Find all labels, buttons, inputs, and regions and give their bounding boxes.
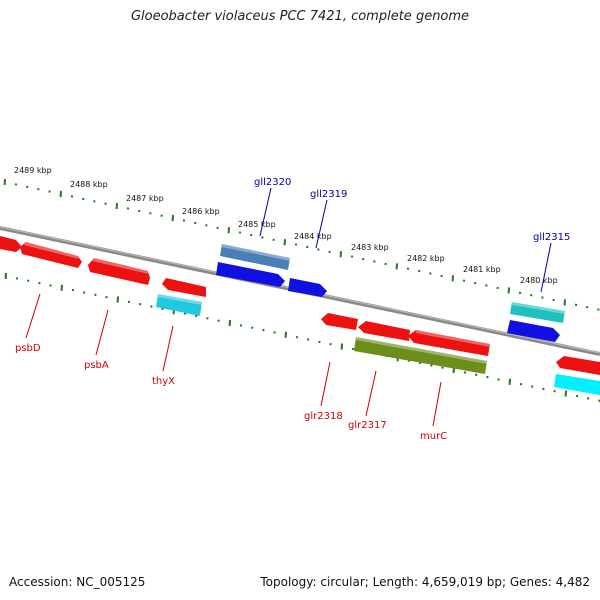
pointer-murC — [432, 381, 442, 427]
kbp-label-2482: 2482 kbp — [407, 254, 445, 263]
gene-label-gll2320: gll2320 — [254, 177, 291, 188]
pointer-psbA — [95, 309, 109, 356]
gene-red-4[interactable] — [162, 278, 206, 297]
pointer-thyX — [162, 325, 174, 372]
topology-summary: Topology: circular; Length: 4,659,019 bp… — [260, 575, 590, 589]
pointer-glr2317 — [365, 370, 377, 417]
gene-blue-2[interactable] — [507, 320, 560, 342]
gene-murC[interactable] — [408, 330, 490, 356]
outer-tick-track — [3, 178, 600, 311]
pointer-gll2320 — [259, 187, 272, 237]
gene-label-glr2318: glr2318 — [304, 411, 343, 422]
pointer-gll2319 — [315, 199, 328, 249]
map-title: Gloeobacter violaceus PCC 7421, complete… — [130, 9, 470, 24]
gene-label-psbA: psbA — [84, 360, 109, 371]
accession-text: Accession: NC_005125 — [9, 575, 146, 589]
kbp-label-2487: 2487 kbp — [126, 194, 164, 203]
pointer-gll2315 — [540, 242, 552, 293]
gene-red-1[interactable] — [0, 236, 22, 252]
gene-red-5[interactable] — [358, 321, 410, 341]
gene-red-6[interactable] — [556, 356, 600, 375]
kbp-label-2484: 2484 kbp — [294, 232, 332, 241]
gene-label-glr2317: glr2317 — [348, 420, 387, 431]
gene-gll2320[interactable] — [220, 244, 290, 270]
gene-glr2318[interactable] — [321, 313, 358, 330]
gene-gll2315[interactable] — [510, 302, 565, 323]
kbp-label-2486: 2486 kbp — [182, 207, 220, 216]
pointer-psbD — [25, 293, 41, 339]
gene-cyan-right[interactable] — [554, 374, 600, 395]
kbp-label-2483: 2483 kbp — [351, 243, 389, 252]
gene-gll2319[interactable] — [288, 278, 327, 297]
kbp-label-2480: 2480 kbp — [520, 276, 558, 285]
gene-glr2317[interactable] — [354, 337, 487, 374]
gene-cyan-thyX[interactable] — [156, 294, 202, 316]
gene-label-gll2315: gll2315 — [533, 232, 570, 243]
kbp-label-2481: 2481 kbp — [463, 265, 501, 274]
pointer-glr2318 — [320, 361, 331, 407]
gene-red-2[interactable] — [20, 242, 82, 268]
kbp-label-2489: 2489 kbp — [14, 166, 52, 175]
kbp-label-2485: 2485 kbp — [238, 220, 276, 229]
gene-label-thyX: thyX — [152, 376, 175, 387]
gene-highlights — [24, 242, 565, 364]
kbp-label-2488: 2488 kbp — [70, 180, 108, 189]
gene-red-3[interactable] — [88, 258, 150, 285]
gene-blue-1[interactable] — [216, 262, 285, 287]
gene-label-gll2319: gll2319 — [310, 189, 347, 200]
gene-label-murC: murC — [420, 431, 447, 442]
gene-label-psbD: psbD — [15, 343, 41, 354]
